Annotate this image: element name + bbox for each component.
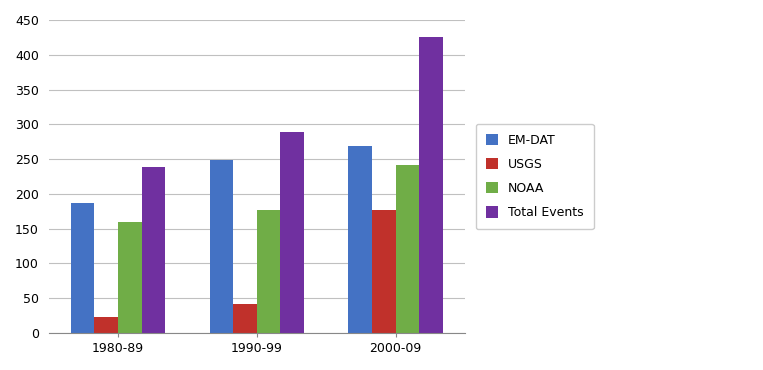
Bar	[281, 132, 304, 333]
Bar	[118, 222, 142, 333]
Bar	[71, 203, 95, 333]
Bar	[396, 165, 420, 333]
Bar	[95, 317, 118, 333]
Bar	[349, 146, 372, 333]
Bar	[372, 210, 396, 333]
Legend: EM-DAT, USGS, NOAA, Total Events: EM-DAT, USGS, NOAA, Total Events	[475, 124, 594, 229]
Bar	[210, 161, 233, 333]
Bar	[233, 304, 257, 333]
Bar	[420, 37, 443, 333]
Bar	[142, 168, 166, 333]
Bar	[257, 210, 281, 333]
